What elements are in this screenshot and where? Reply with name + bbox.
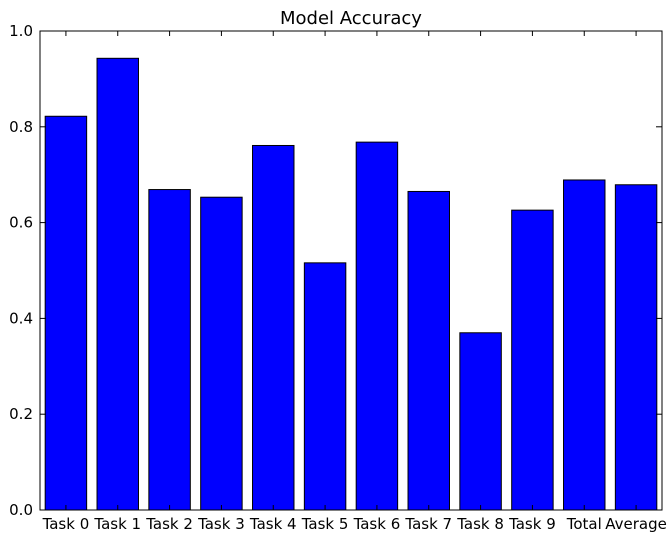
bar-average xyxy=(614,184,658,511)
bar-task-4 xyxy=(252,144,295,511)
bar-total xyxy=(563,179,606,511)
bar-task-9 xyxy=(511,209,554,511)
y-tick-label: 1.0 xyxy=(9,22,33,40)
bar-task-3 xyxy=(200,196,243,511)
bar-task-7 xyxy=(407,190,450,511)
y-axis-ticks: 0.0 0.2 0.4 0.6 0.8 1.0 xyxy=(9,22,662,519)
x-tick-label: Task 2 xyxy=(145,515,193,533)
x-tick-label: Average xyxy=(605,515,667,533)
y-tick-label: 0.0 xyxy=(9,501,33,519)
x-tick-label: Task 5 xyxy=(301,515,349,533)
bar-task-8 xyxy=(459,332,502,511)
bar-task-2 xyxy=(148,189,191,511)
x-tick-label: Total xyxy=(566,515,602,533)
x-tick-label: Task 7 xyxy=(404,515,452,533)
y-tick-label: 0.8 xyxy=(9,118,33,136)
bar-task-1 xyxy=(96,57,139,511)
y-tick-label: 0.4 xyxy=(9,309,33,327)
axes-frame xyxy=(39,30,663,511)
bar-task-6 xyxy=(355,141,399,511)
x-tick-label: Task 8 xyxy=(456,515,504,533)
x-tick-label: Task 9 xyxy=(508,515,556,533)
x-tick-label: Task 6 xyxy=(353,515,401,533)
x-tick-label: Task 4 xyxy=(249,515,297,533)
bars-layer xyxy=(44,57,658,511)
bar-task-5 xyxy=(303,262,347,511)
x-tick-label: Task 3 xyxy=(197,515,245,533)
bar-task-0 xyxy=(44,115,88,511)
x-tick-label: Task 1 xyxy=(93,515,141,533)
y-tick-label: 0.6 xyxy=(9,214,33,232)
x-tick-label: Task 0 xyxy=(42,515,90,533)
y-tick-label: 0.2 xyxy=(9,405,33,423)
x-axis-ticks: Task 0 Task 1 Task 2 Task 3 Task 4 Task 5 Task… xyxy=(42,31,667,533)
chart-title: Model Accuracy xyxy=(280,8,422,29)
